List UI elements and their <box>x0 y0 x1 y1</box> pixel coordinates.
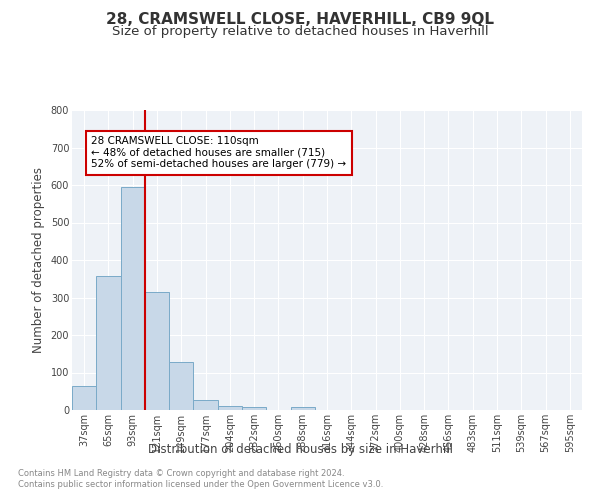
Text: 28, CRAMSWELL CLOSE, HAVERHILL, CB9 9QL: 28, CRAMSWELL CLOSE, HAVERHILL, CB9 9QL <box>106 12 494 28</box>
Bar <box>242 406 266 410</box>
Text: Distribution of detached houses by size in Haverhill: Distribution of detached houses by size … <box>148 442 452 456</box>
Bar <box>72 386 96 410</box>
Text: Contains HM Land Registry data © Crown copyright and database right 2024.: Contains HM Land Registry data © Crown c… <box>18 468 344 477</box>
Bar <box>193 400 218 410</box>
Bar <box>290 406 315 410</box>
Bar <box>96 276 121 410</box>
Text: Contains public sector information licensed under the Open Government Licence v3: Contains public sector information licen… <box>18 480 383 489</box>
Text: Size of property relative to detached houses in Haverhill: Size of property relative to detached ho… <box>112 25 488 38</box>
Y-axis label: Number of detached properties: Number of detached properties <box>32 167 45 353</box>
Bar <box>121 187 145 410</box>
Text: 28 CRAMSWELL CLOSE: 110sqm
← 48% of detached houses are smaller (715)
52% of sem: 28 CRAMSWELL CLOSE: 110sqm ← 48% of deta… <box>91 136 347 170</box>
Bar <box>218 406 242 410</box>
Bar <box>169 362 193 410</box>
Bar <box>145 292 169 410</box>
